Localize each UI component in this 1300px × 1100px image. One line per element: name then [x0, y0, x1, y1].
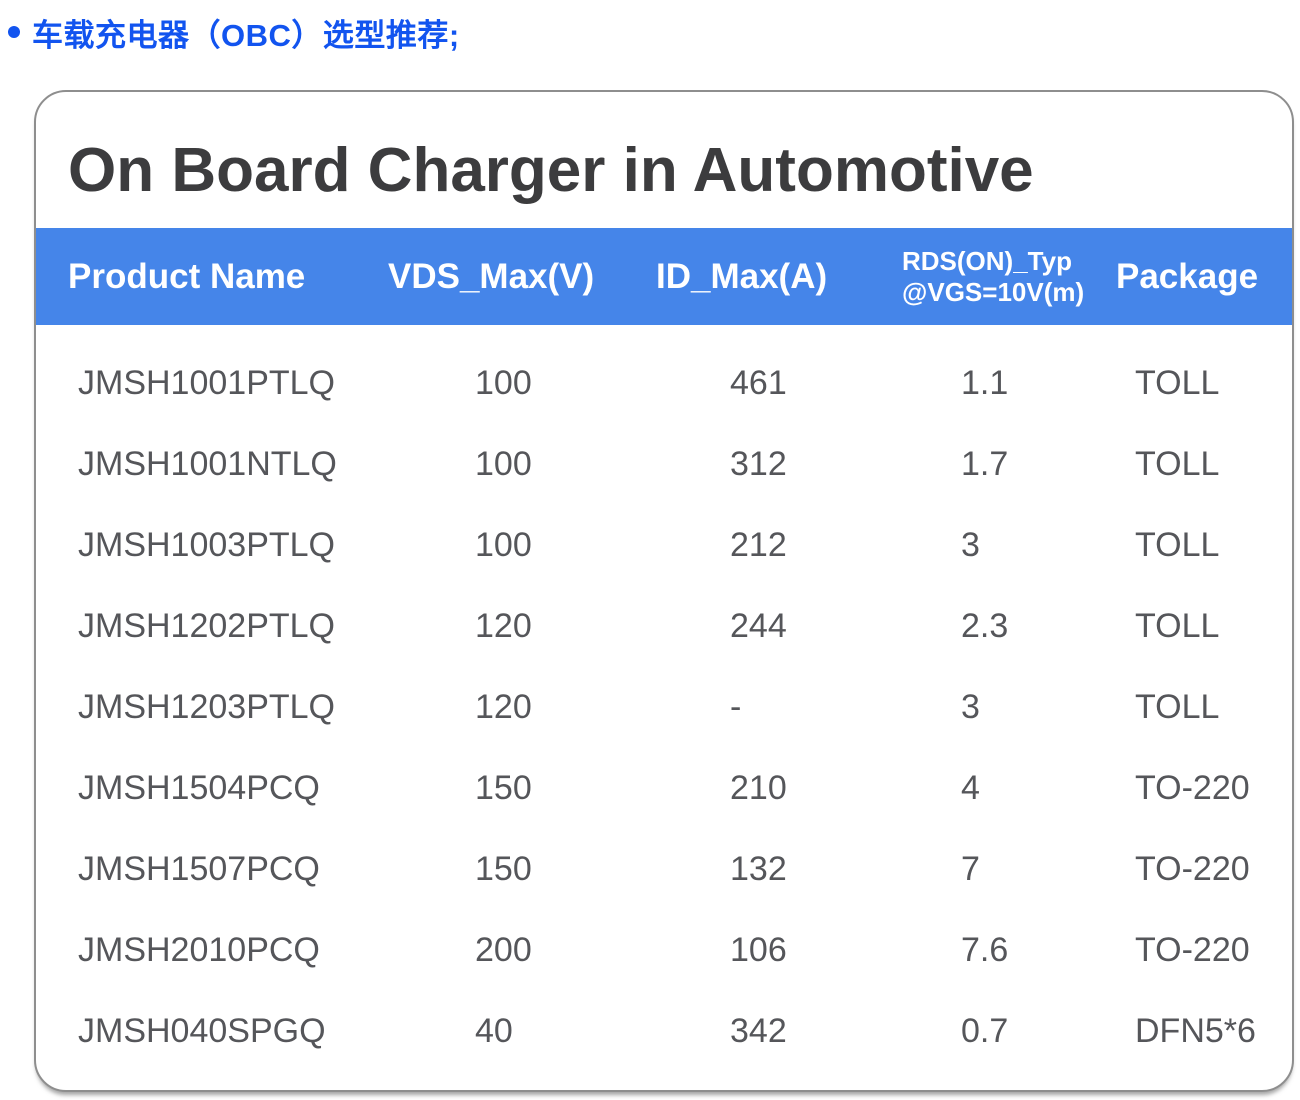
- table-row: JMSH040SPGQ 40 342 0.7 DFN5*6: [36, 990, 1292, 1071]
- cell-package: TO-220: [1135, 768, 1250, 807]
- column-header-vds-max: VDS_Max(V): [388, 256, 595, 296]
- card-title-area: On Board Charger in Automotive: [36, 92, 1292, 228]
- cell-id-max: 342: [730, 1011, 787, 1050]
- cell-vds-max: 120: [475, 687, 532, 726]
- cell-rds-on-typ: 3: [961, 687, 980, 726]
- column-header-id-max: ID_Max(A): [656, 256, 828, 296]
- cell-package: DFN5*6: [1135, 1011, 1256, 1050]
- table-row: JMSH1203PTLQ 120 - 3 TOLL: [36, 666, 1292, 747]
- cell-product-name: JMSH1003PTLQ: [78, 525, 335, 564]
- table-row: JMSH2010PCQ 200 106 7.6 TO-220: [36, 909, 1292, 990]
- cell-vds-max: 120: [475, 606, 532, 645]
- section-heading-text: 车载充电器（OBC）选型推荐;: [32, 17, 460, 53]
- column-header-rds-line1: RDS(ON)_Typ: [902, 245, 1072, 276]
- cell-id-max: 461: [730, 363, 787, 402]
- table-row: JMSH1504PCQ 150 210 4 TO-220: [36, 747, 1292, 828]
- column-header-rds-on-typ: RDS(ON)_Typ @VGS=10V(m): [902, 245, 1084, 307]
- cell-product-name: JMSH040SPGQ: [78, 1011, 326, 1050]
- cell-rds-on-typ: 2.3: [961, 606, 1009, 645]
- cell-id-max: -: [730, 687, 742, 726]
- cell-product-name: JMSH1001PTLQ: [78, 363, 335, 402]
- cell-vds-max: 100: [475, 525, 532, 564]
- cell-rds-on-typ: 1.7: [961, 444, 1009, 483]
- cell-id-max: 210: [730, 768, 787, 807]
- cell-vds-max: 100: [475, 444, 532, 483]
- cell-package: TOLL: [1135, 606, 1220, 645]
- cell-vds-max: 40: [475, 1011, 513, 1050]
- cell-rds-on-typ: 4: [961, 768, 980, 807]
- cell-id-max: 312: [730, 444, 787, 483]
- cell-rds-on-typ: 0.7: [961, 1011, 1009, 1050]
- cell-product-name: JMSH1202PTLQ: [78, 606, 335, 645]
- cell-package: TO-220: [1135, 849, 1250, 888]
- column-header-rds-line2: @VGS=10V(m): [902, 276, 1085, 307]
- bullet-icon: [8, 26, 20, 38]
- cell-product-name: JMSH1507PCQ: [78, 849, 320, 888]
- cell-rds-on-typ: 7.6: [961, 930, 1009, 969]
- cell-product-name: JMSH2010PCQ: [78, 930, 320, 969]
- cell-id-max: 106: [730, 930, 787, 969]
- card-title: On Board Charger in Automotive: [68, 136, 1034, 205]
- table-row: JMSH1001NTLQ 100 312 1.7 TOLL: [36, 423, 1292, 504]
- cell-vds-max: 150: [475, 849, 532, 888]
- column-header-product-name: Product Name: [68, 256, 306, 296]
- cell-vds-max: 200: [475, 930, 532, 969]
- cell-product-name: JMSH1504PCQ: [78, 768, 320, 807]
- product-table-card: On Board Charger in Automotive Product N…: [34, 90, 1294, 1092]
- cell-vds-max: 100: [475, 363, 532, 402]
- table-header-row: Product Name VDS_Max(V) ID_Max(A) RDS(ON…: [36, 228, 1292, 325]
- cell-rds-on-typ: 7: [961, 849, 980, 888]
- cell-product-name: JMSH1203PTLQ: [78, 687, 335, 726]
- cell-package: TOLL: [1135, 687, 1220, 726]
- table-row: JMSH1202PTLQ 120 244 2.3 TOLL: [36, 585, 1292, 666]
- cell-id-max: 244: [730, 606, 787, 645]
- cell-id-max: 212: [730, 525, 787, 564]
- cell-vds-max: 150: [475, 768, 532, 807]
- table-row: JMSH1003PTLQ 100 212 3 TOLL: [36, 504, 1292, 585]
- table-row: JMSH1001PTLQ 100 461 1.1 TOLL: [36, 342, 1292, 423]
- cell-package: TOLL: [1135, 363, 1220, 402]
- table-row: JMSH1507PCQ 150 132 7 TO-220: [36, 828, 1292, 909]
- cell-rds-on-typ: 3: [961, 525, 980, 564]
- cell-package: TOLL: [1135, 525, 1220, 564]
- table-body: JMSH1001PTLQ 100 461 1.1 TOLL JMSH1001NT…: [36, 325, 1292, 1088]
- section-heading: 车载充电器（OBC）选型推荐;: [8, 10, 460, 54]
- cell-product-name: JMSH1001NTLQ: [78, 444, 337, 483]
- cell-package: TO-220: [1135, 930, 1250, 969]
- column-header-package: Package: [1116, 256, 1259, 296]
- cell-package: TOLL: [1135, 444, 1220, 483]
- cell-rds-on-typ: 1.1: [961, 363, 1009, 402]
- cell-id-max: 132: [730, 849, 787, 888]
